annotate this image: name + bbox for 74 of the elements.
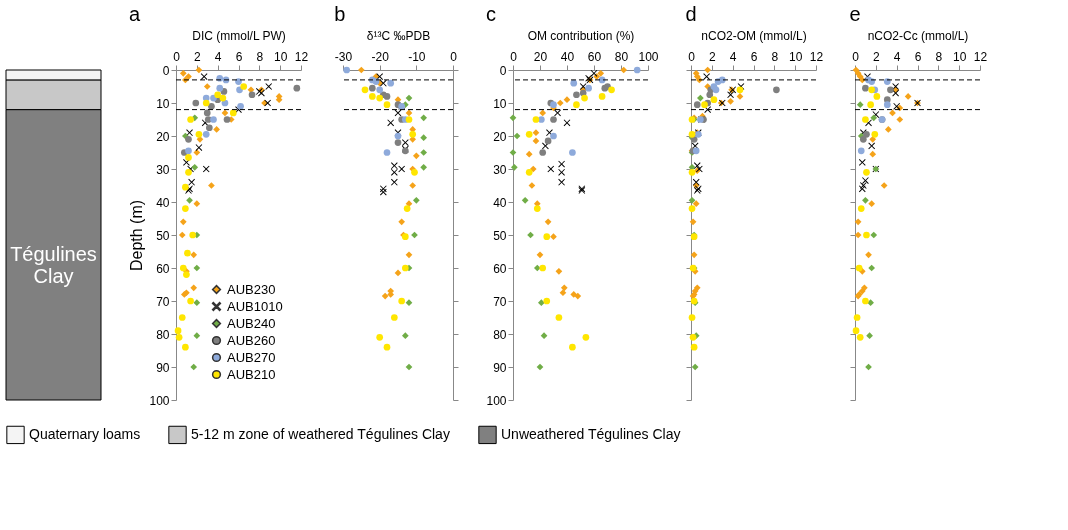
y-tick-label: 80 [493, 327, 507, 342]
y-tick-label: 80 [156, 327, 170, 342]
x-tick-label: 0 [688, 49, 696, 64]
x-tick-label: 8 [771, 49, 779, 64]
y-tick-label: 40 [493, 195, 507, 210]
x-tick-label: 40 [560, 49, 575, 64]
x-tick-label: 20 [533, 49, 548, 64]
x-tick-label: -10 [408, 49, 426, 64]
x-tick-label: 2 [708, 49, 716, 64]
chart-title: e [849, 3, 861, 25]
legend-label: Unweathered Tégulines Clay [501, 425, 681, 442]
x-tick-label: 6 [235, 49, 243, 64]
x-tick-label: 4 [893, 49, 901, 64]
x-tick-label: 0 [173, 49, 181, 64]
y-tick-label: 90 [156, 360, 170, 375]
y-tick-label: 20 [156, 129, 170, 144]
x-axis-title: nCO2-Cc (mmol/L) [867, 28, 969, 43]
y-tick-label: 50 [493, 228, 507, 243]
y-tick-label: 0 [499, 63, 507, 78]
chart-title: d [685, 3, 697, 25]
y-tick-label: 70 [493, 294, 507, 309]
x-tick-label: 8 [935, 49, 943, 64]
legend-label: AUB240 [227, 315, 276, 331]
x-tick-label: 4 [729, 49, 737, 64]
legend-label: AUB1010 [227, 298, 283, 314]
y-tick-label: 0 [162, 63, 170, 78]
chart-title: c [485, 3, 496, 25]
x-tick-label: -30 [334, 49, 353, 64]
x-tick-label: 6 [914, 49, 922, 64]
y-tick-label: 10 [156, 96, 170, 111]
x-tick-label: 80 [614, 49, 629, 64]
x-tick-label: 8 [256, 49, 264, 64]
y-tick-label: 100 [149, 393, 170, 408]
legend-label: AUB270 [227, 349, 276, 365]
x-tick-label: 12 [809, 49, 824, 64]
y-tick-label: 20 [493, 129, 507, 144]
legend-label: Quaternary loams [29, 425, 141, 442]
legend-label: AUB210 [227, 366, 276, 382]
y-tick-label: 70 [156, 294, 170, 309]
x-tick-label: 10 [273, 49, 288, 64]
x-axis-title: nCO2-OM (mmol/L) [701, 28, 807, 43]
y-tick-label: 30 [156, 162, 170, 177]
x-tick-label: 100 [638, 49, 659, 64]
x-tick-label: 10 [952, 49, 967, 64]
x-axis-title: δ¹³C ‰PDB [366, 28, 431, 43]
chart-title: b [334, 3, 346, 25]
y-tick-label: 60 [156, 261, 170, 276]
x-tick-label: 2 [193, 49, 201, 64]
legend-label: AUB230 [227, 281, 276, 297]
x-tick-label: 0 [450, 49, 458, 64]
x-axis-title: DIC (mmol/L PW) [192, 28, 286, 43]
x-tick-label: 4 [214, 49, 222, 64]
y-tick-label: 10 [493, 96, 507, 111]
y-tick-label: 30 [493, 162, 507, 177]
y-tick-label: 50 [156, 228, 170, 243]
legend-label: AUB260 [227, 332, 276, 348]
x-tick-label: 60 [587, 49, 602, 64]
y-tick-label: 90 [493, 360, 507, 375]
x-tick-label: 2 [872, 49, 880, 64]
x-axis-title: OM contribution (%) [527, 28, 635, 43]
x-tick-label: 0 [852, 49, 860, 64]
y-axis-title: Depth (m) [128, 199, 146, 272]
annotation: Tégulines Clay [10, 242, 97, 287]
x-tick-label: 6 [750, 49, 758, 64]
x-tick-label: 12 [973, 49, 988, 64]
x-tick-label: 0 [510, 49, 518, 64]
chart-title: a [128, 3, 141, 25]
x-tick-label: -20 [371, 49, 390, 64]
y-tick-label: 60 [493, 261, 507, 276]
y-tick-label: 100 [486, 393, 507, 408]
x-tick-label: 10 [788, 49, 803, 64]
y-tick-label: 40 [156, 195, 170, 210]
legend-label: 5-12 m zone of weathered Tégulines Clay [191, 425, 450, 442]
x-tick-label: 12 [294, 49, 309, 64]
